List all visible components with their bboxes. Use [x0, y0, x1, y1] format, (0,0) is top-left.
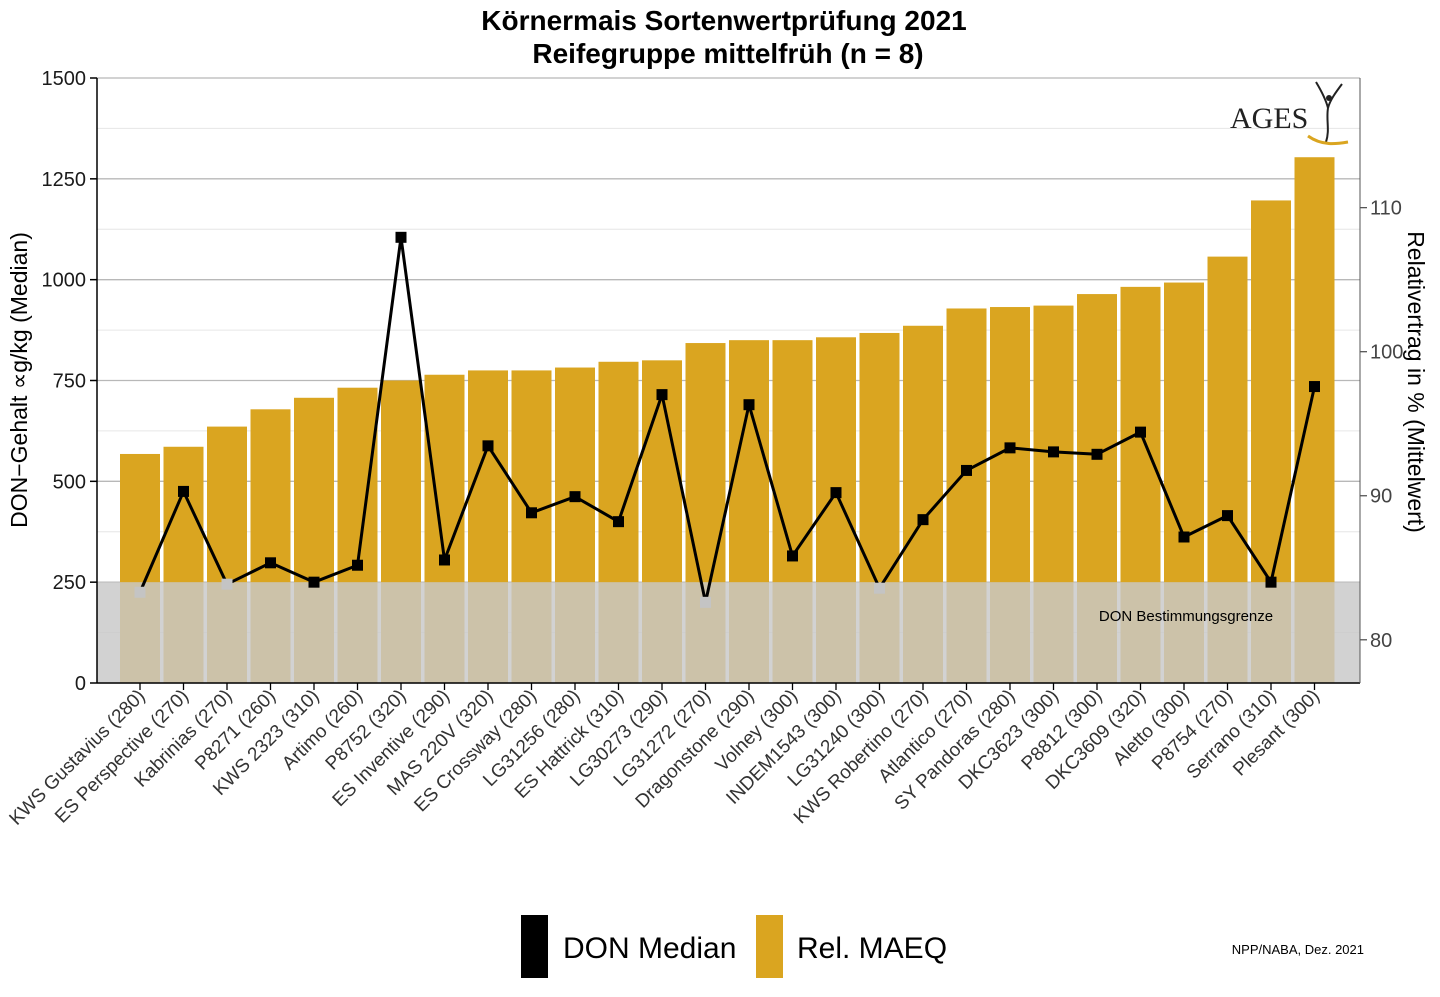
don-median-point — [656, 389, 668, 401]
don-median-point — [308, 576, 320, 588]
don-median-point — [569, 491, 581, 503]
logo-wordmark: AGES — [1230, 102, 1308, 135]
don-median-point — [874, 582, 885, 594]
chart-title: Körnermais Sortenwertprüfung 2021 — [481, 5, 966, 36]
logo-body-icon — [1325, 107, 1329, 143]
don-median-point — [352, 559, 363, 571]
don-median-point — [613, 516, 624, 528]
ages-logo: AGES — [1230, 81, 1349, 146]
credit-text: NPP/NABA, Dez. 2021 — [1232, 942, 1364, 957]
don-median-point — [482, 440, 494, 452]
don-median-point — [265, 557, 276, 569]
legend-swatch-don — [521, 915, 548, 978]
left-tick-label: 1000 — [42, 270, 87, 292]
don-median-point — [134, 586, 146, 598]
don-median-point — [178, 485, 189, 497]
left-tick-label: 250 — [53, 572, 86, 594]
don-median-point — [700, 596, 711, 608]
left-tick-label: 1250 — [42, 169, 87, 191]
category-axis-ticks: KWS Gustavius (280)ES Perspective (270)K… — [6, 683, 1324, 830]
don-median-point — [1048, 446, 1059, 458]
don-median-point — [743, 399, 755, 411]
left-axis-title: DON−Gehalt ∝g/kg (Median) — [6, 232, 32, 528]
left-tick-label: 1500 — [42, 68, 87, 90]
don-median-point — [1004, 442, 1016, 454]
legend: DON Median Rel. MAEQ — [521, 915, 947, 978]
don-median-point — [1309, 381, 1320, 393]
don-median-point — [787, 550, 798, 562]
line-layer — [134, 231, 1320, 608]
don-median-point — [395, 231, 407, 243]
don-median-point — [961, 464, 972, 476]
don-median-point — [439, 554, 450, 566]
legend-label-maeq: Rel. MAEQ — [797, 932, 947, 965]
left-axis-ticks: 0 250 500 750 1000 1250 1500 — [42, 68, 97, 695]
don-median-point — [526, 507, 537, 519]
right-tick-label: 100 — [1370, 342, 1403, 364]
right-tick-label: 90 — [1370, 486, 1392, 508]
legend-swatch-maeq — [756, 915, 783, 978]
don-median-point — [221, 578, 233, 590]
don-median-line — [138, 235, 1316, 604]
right-axis-ticks: 80 90 100 110 — [1360, 198, 1403, 652]
limit-band — [97, 582, 1360, 683]
left-tick-label: 0 — [75, 673, 86, 695]
legend-label-don: DON Median — [563, 932, 736, 965]
right-tick-label: 80 — [1370, 630, 1392, 652]
don-median-point — [1222, 510, 1233, 522]
don-median-point — [1135, 426, 1146, 438]
right-tick-label: 110 — [1370, 198, 1402, 220]
limit-label: DON Bestimmungsgrenze — [1099, 608, 1273, 625]
right-axis-title: Relativertrag in % (Mittelwert) — [1403, 231, 1429, 533]
logo-swoosh-icon — [1307, 134, 1349, 146]
don-median-point — [917, 514, 929, 526]
logo-head-icon — [1326, 95, 1332, 101]
left-tick-label: 750 — [53, 371, 86, 393]
left-tick-label: 500 — [53, 471, 86, 493]
chart-subtitle: Reifegruppe mittelfrüh (n = 8) — [532, 38, 923, 69]
don-median-point — [1178, 531, 1190, 543]
don-median-point — [1265, 576, 1277, 588]
don-median-point — [830, 487, 842, 499]
don-median-point — [1091, 448, 1103, 460]
